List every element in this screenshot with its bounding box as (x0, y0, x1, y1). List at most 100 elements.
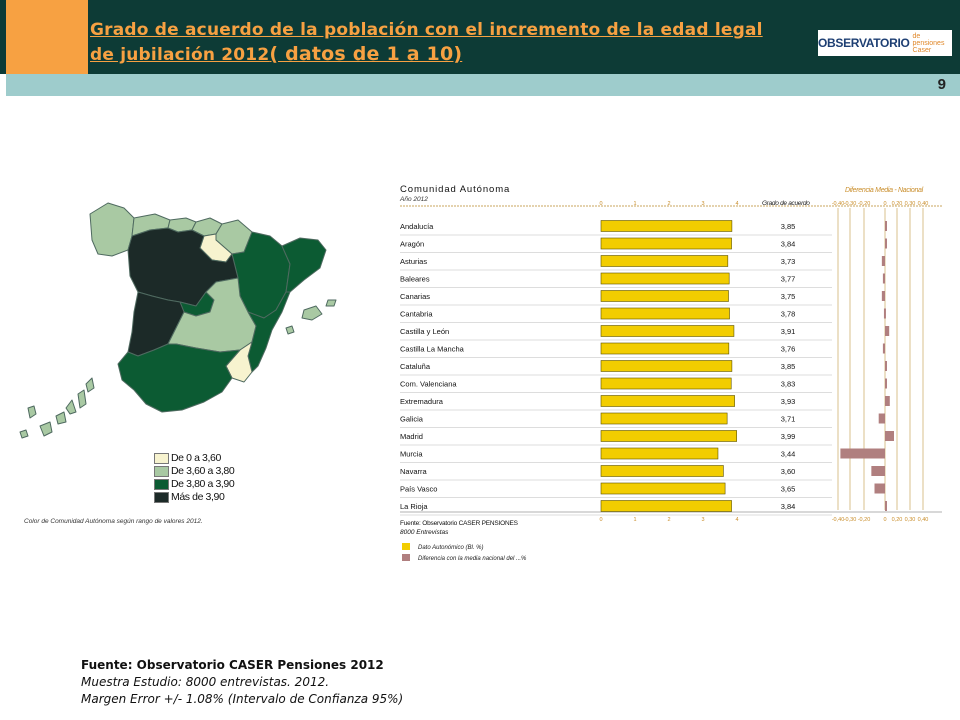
value-label: 3,85 (781, 222, 796, 231)
chart-legend-label-1: Dato Autonómico (Bl. %) (418, 545, 483, 551)
right-tick-label: -0,40 (832, 201, 845, 207)
bar (600, 377, 732, 390)
right-tick-label: 0,40 (918, 201, 929, 207)
right-tick-label: -0,30 (844, 517, 857, 523)
category-label: Canarias (400, 292, 430, 301)
diff-bar (881, 291, 885, 301)
header-bar: Grado de acuerdo de la población con el … (0, 0, 960, 74)
legend-swatch (154, 478, 169, 490)
diff-bar (885, 378, 887, 389)
bar (600, 412, 728, 425)
chart-legend-swatch-pink (402, 554, 410, 561)
map-legend-label: De 3,80 a 3,90 (171, 478, 235, 490)
map-legend-label: De 0 a 3,60 (171, 452, 221, 464)
diff-bar (882, 273, 885, 284)
category-label: Extremadura (400, 397, 444, 406)
footer-title: Fuente: Observatorio CASER Pensiones 201… (81, 658, 384, 672)
diff-bar (878, 413, 885, 424)
map-legend-item: De 3,80 a 3,90 (154, 478, 235, 490)
chart-subtitle: Año 2012 (399, 196, 428, 203)
diff-bar (885, 396, 890, 406)
value-label: 3,91 (781, 327, 796, 336)
diff-bars (840, 221, 894, 511)
map-legend-item: Más de 3,90 (154, 491, 234, 503)
page-number: 9 (937, 76, 946, 93)
category-label: Murcia (400, 450, 423, 459)
left-tick-label: 0 (599, 517, 602, 523)
left-tick-label: 3 (701, 517, 704, 523)
right-tick-label: 0,20 (892, 201, 903, 207)
logo-subtext: de pensiones Caser (913, 33, 952, 54)
right-tick-label: -0,40 (832, 517, 845, 523)
category-label: Madrid (400, 432, 423, 441)
chart-legend-swatch-yellow (402, 543, 410, 550)
category-label: Aragón (400, 240, 424, 249)
map-note: Color de Comunidad Autónoma según rango … (24, 518, 203, 525)
left-ticks-top: 0 1 2 3 4 (599, 201, 738, 207)
map-legend: De 0 a 3,60 De 3,60 a 3,80 De 3,80 a 3,9… (154, 452, 235, 504)
value-label: 3,85 (781, 362, 796, 371)
left-tick-label: 4 (735, 201, 738, 207)
diff-bar (883, 308, 886, 319)
left-tick-label: 1 (633, 201, 636, 207)
observatorio-logo: OBSERVATORIO de pensiones Caser (818, 30, 952, 56)
left-ticks-bottom: 0 1 2 3 4 (599, 517, 738, 523)
value-label: 3,60 (781, 467, 796, 476)
category-label: Cataluña (400, 362, 431, 371)
value-label: 3,44 (781, 450, 796, 459)
map-legend-item: De 0 a 3,60 (154, 452, 234, 464)
value-label: 3,83 (781, 380, 796, 389)
bar (600, 360, 733, 372)
bar (600, 465, 724, 477)
value-label: 3,71 (781, 415, 796, 424)
bar (600, 220, 733, 232)
category-label: Asturias (400, 257, 427, 266)
header-accent-block (6, 0, 88, 74)
value-label: 3,76 (781, 345, 796, 354)
bar (600, 430, 737, 442)
title-line-1: Grado de acuerdo de la población con el … (90, 20, 763, 40)
value-label: 3,99 (781, 432, 796, 441)
right-tick-label: 0,40 (918, 517, 929, 523)
bar (600, 290, 729, 302)
map-legend-item: De 3,60 a 3,80 (154, 465, 235, 477)
value-label: 3,78 (781, 310, 796, 319)
right-tick-label: 0,30 (905, 201, 916, 207)
right-ticks-top: -0,40 -0,30 -0,20 0 0,20 0,30 0,40 (832, 201, 929, 207)
diff-bar (840, 448, 885, 459)
right-tick-label: -0,20 (858, 201, 871, 207)
map-legend-label: Más de 3,90 (171, 491, 225, 503)
right-tick-label: 0 (883, 201, 886, 207)
logo-subtext-1: de pensiones (912, 32, 945, 47)
page-band: 9 (6, 74, 960, 96)
footer-line-1: Muestra Estudio: 8000 entrevistas. 2012. (81, 675, 330, 689)
chart-legend-label-2: Diferencia con la media nacional del ...… (418, 556, 527, 562)
left-tick-label: 1 (633, 517, 636, 523)
category-labels: Andalucía Aragón Asturias Baleares Canarias C… (400, 222, 465, 511)
value-label: 3,65 (781, 485, 796, 494)
category-label: Baleares (400, 275, 430, 284)
value-label: 3,84 (781, 240, 796, 249)
right-tick-label: 0,20 (892, 517, 903, 523)
page-title: Grado de acuerdo de la población con el … (90, 18, 810, 67)
category-label: Com. Valenciana (400, 380, 457, 389)
left-tick-label: 2 (667, 201, 670, 207)
chart-title: Comunidad Autónoma (400, 184, 510, 195)
category-label: Galicia (400, 415, 424, 424)
diff-bar (881, 256, 885, 266)
title-suffix: ( datos de 1 a 10) (269, 43, 463, 65)
bar (600, 237, 732, 250)
category-label: Navarra (400, 467, 428, 476)
legend-swatch (154, 465, 169, 477)
bar (600, 447, 719, 460)
source-line-1: Fuente: Observatorio CASER PENSIONES (400, 520, 519, 527)
value-labels: 3,85 3,84 3,73 3,77 3,75 3,78 3,91 3,76 3,85 3,83… (781, 222, 796, 511)
category-label: La Rioja (400, 502, 428, 511)
diff-bar (885, 221, 887, 231)
bars (600, 220, 737, 512)
right-tick-label: 0,30 (905, 517, 916, 523)
right-tick-label: -0,20 (858, 517, 871, 523)
category-label: Cantabria (400, 310, 433, 319)
bar (600, 395, 735, 407)
